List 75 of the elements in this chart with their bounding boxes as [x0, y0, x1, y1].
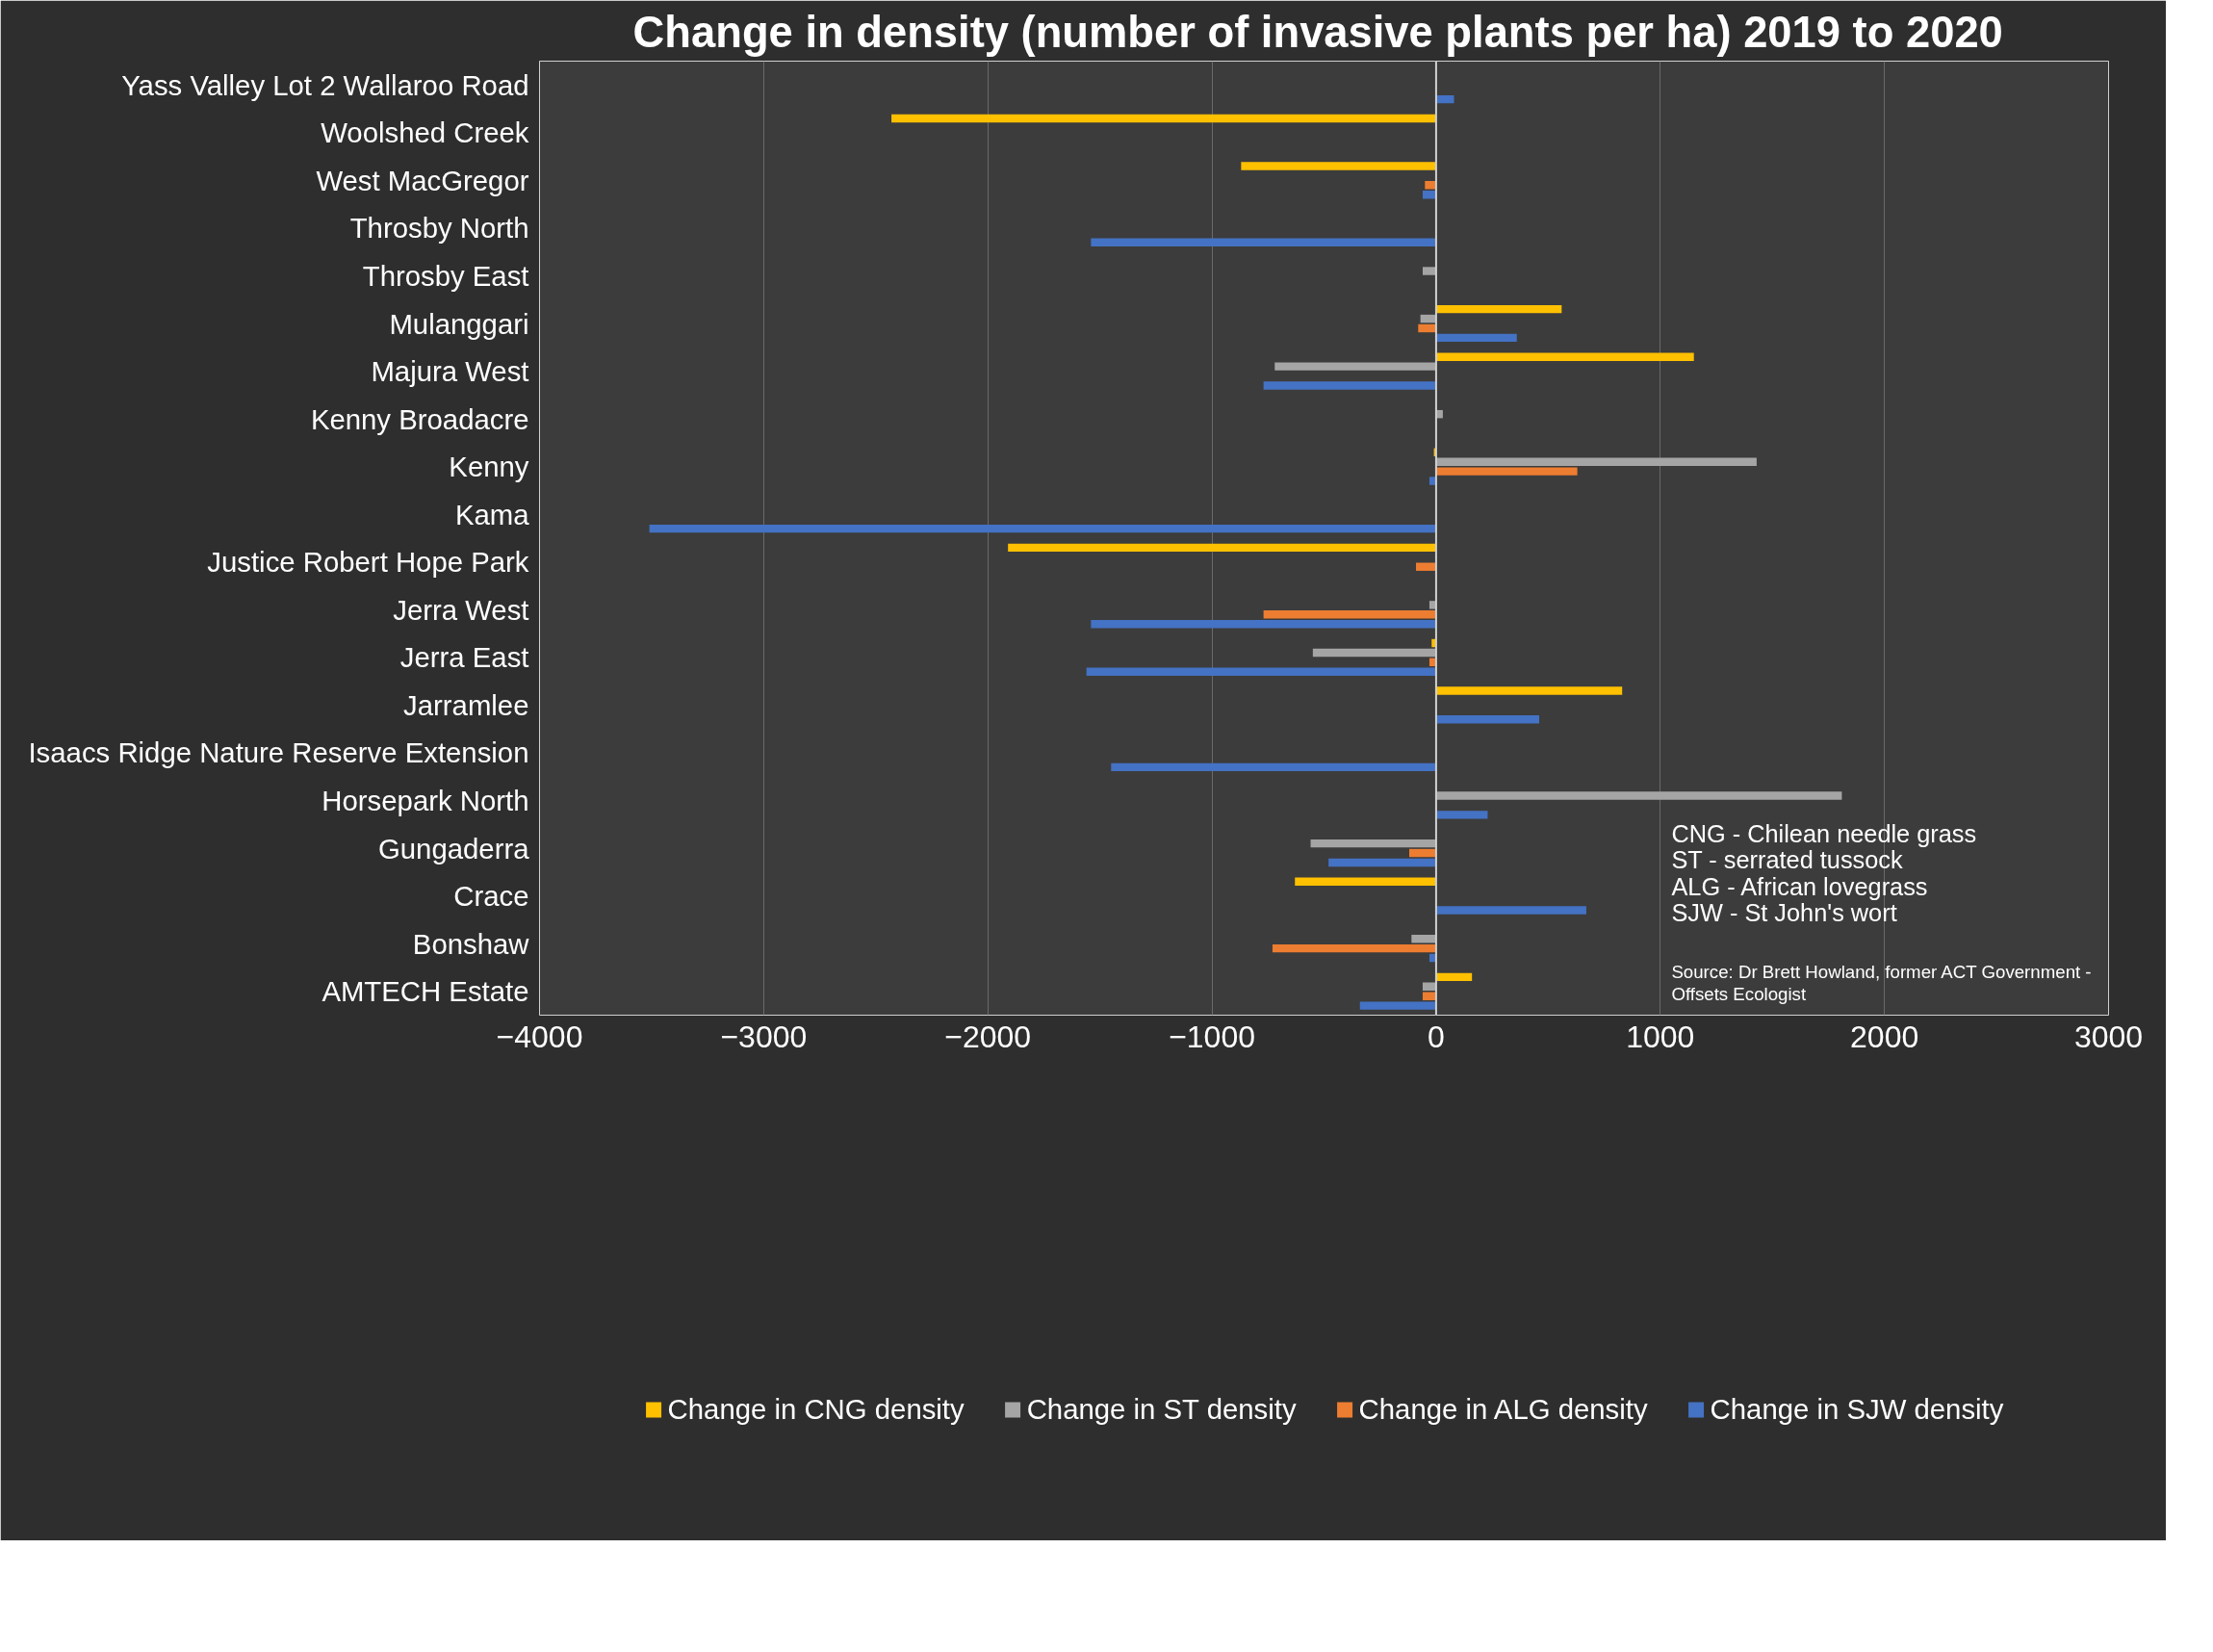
annotation: ST - serrated tussock [1671, 846, 1903, 874]
x-tick-label: −4000 [496, 1019, 583, 1054]
y-tick-label: Throsby East [362, 259, 529, 292]
bar [1091, 238, 1436, 246]
annotation: Source: Dr Brett Howland, former ACT Government - Offsets Ecologist [1671, 962, 2092, 1004]
legend-label: Change in ALG density [1358, 1393, 1648, 1426]
y-tick-label: Woolshed Creek [321, 116, 529, 149]
bar [649, 524, 1436, 533]
bar [1435, 906, 1586, 915]
y-tick-label: Mulanggari [389, 307, 529, 340]
annotation: CNG - Chilean needle grass [1671, 820, 1977, 848]
annotation: ALG - African lovegrass [1671, 872, 1928, 900]
bar [1008, 543, 1436, 553]
y-tick-label: Jerra West [393, 593, 529, 626]
y-tick-label: Jerra East [399, 641, 529, 674]
bar [1435, 457, 1757, 466]
bar [1272, 943, 1436, 953]
bar [1422, 992, 1436, 1000]
y-tick-label: AMTECH Estate [322, 975, 529, 1008]
bar [1086, 667, 1436, 676]
bar [1422, 267, 1436, 275]
y-tick-label: Kama [454, 498, 530, 530]
bar [1263, 610, 1436, 619]
bar [1435, 304, 1562, 314]
chart-title: Change in density (number of invasive plants per ha) 2019 to 2020 [632, 7, 2003, 57]
bar [1428, 601, 1436, 609]
x-tick-label: −2000 [944, 1019, 1032, 1054]
bar [1111, 762, 1436, 772]
bar [1435, 333, 1517, 343]
bar [1435, 467, 1578, 476]
bar [1274, 362, 1436, 371]
x-tick-label: 1000 [1626, 1019, 1695, 1054]
bar [1418, 323, 1436, 333]
bar [1310, 839, 1436, 848]
bar [1435, 352, 1694, 361]
y-tick-label: Bonshaw [412, 927, 530, 960]
bar [1408, 848, 1436, 858]
bar [1328, 858, 1436, 867]
bar [1435, 972, 1473, 982]
x-tick-label: −3000 [720, 1019, 808, 1054]
y-tick-label: Horsepark North [322, 785, 529, 817]
y-tick-label: Kenny Broadacre [310, 402, 529, 435]
bar [1359, 1001, 1436, 1010]
y-tick-label: Isaacs Ridge Nature Reserve Extension [28, 736, 529, 769]
bar [1435, 715, 1540, 724]
bar [891, 114, 1436, 123]
bar [1435, 811, 1488, 819]
x-tick-label: 2000 [1850, 1019, 1919, 1054]
bar [1263, 381, 1436, 390]
y-tick-label: Gungaderra [377, 832, 530, 865]
legend-label: Change in ST density [1026, 1393, 1297, 1426]
x-tick-label: 0 [1428, 1019, 1445, 1054]
bar [1428, 477, 1436, 485]
y-tick-label: Majura West [371, 355, 529, 388]
y-tick-label: Jarramlee [403, 688, 529, 721]
legend-label: Change in CNG density [667, 1393, 965, 1426]
y-tick-label: Throsby North [349, 212, 529, 245]
bar [1435, 791, 1842, 800]
y-tick-label: Yass Valley Lot 2 Wallaroo Road [121, 68, 529, 101]
bar [1415, 562, 1436, 571]
y-tick-label: West MacGregor [316, 164, 529, 196]
y-tick-label: Justice Robert Hope Park [207, 546, 529, 579]
bar [1425, 181, 1436, 190]
bar [1435, 94, 1454, 104]
x-tick-label: 3000 [2073, 1019, 2144, 1054]
x-tick-label: −1000 [1169, 1019, 1256, 1054]
y-tick-label: Kenny [449, 451, 529, 483]
bar [1295, 877, 1436, 886]
legend-label: Change in SJW density [1710, 1393, 2004, 1426]
bar [1312, 648, 1436, 658]
bar [1411, 935, 1436, 943]
y-tick-label: Crace [453, 880, 529, 913]
bar [1435, 686, 1623, 695]
bar [1241, 162, 1436, 170]
bar [1091, 619, 1436, 629]
